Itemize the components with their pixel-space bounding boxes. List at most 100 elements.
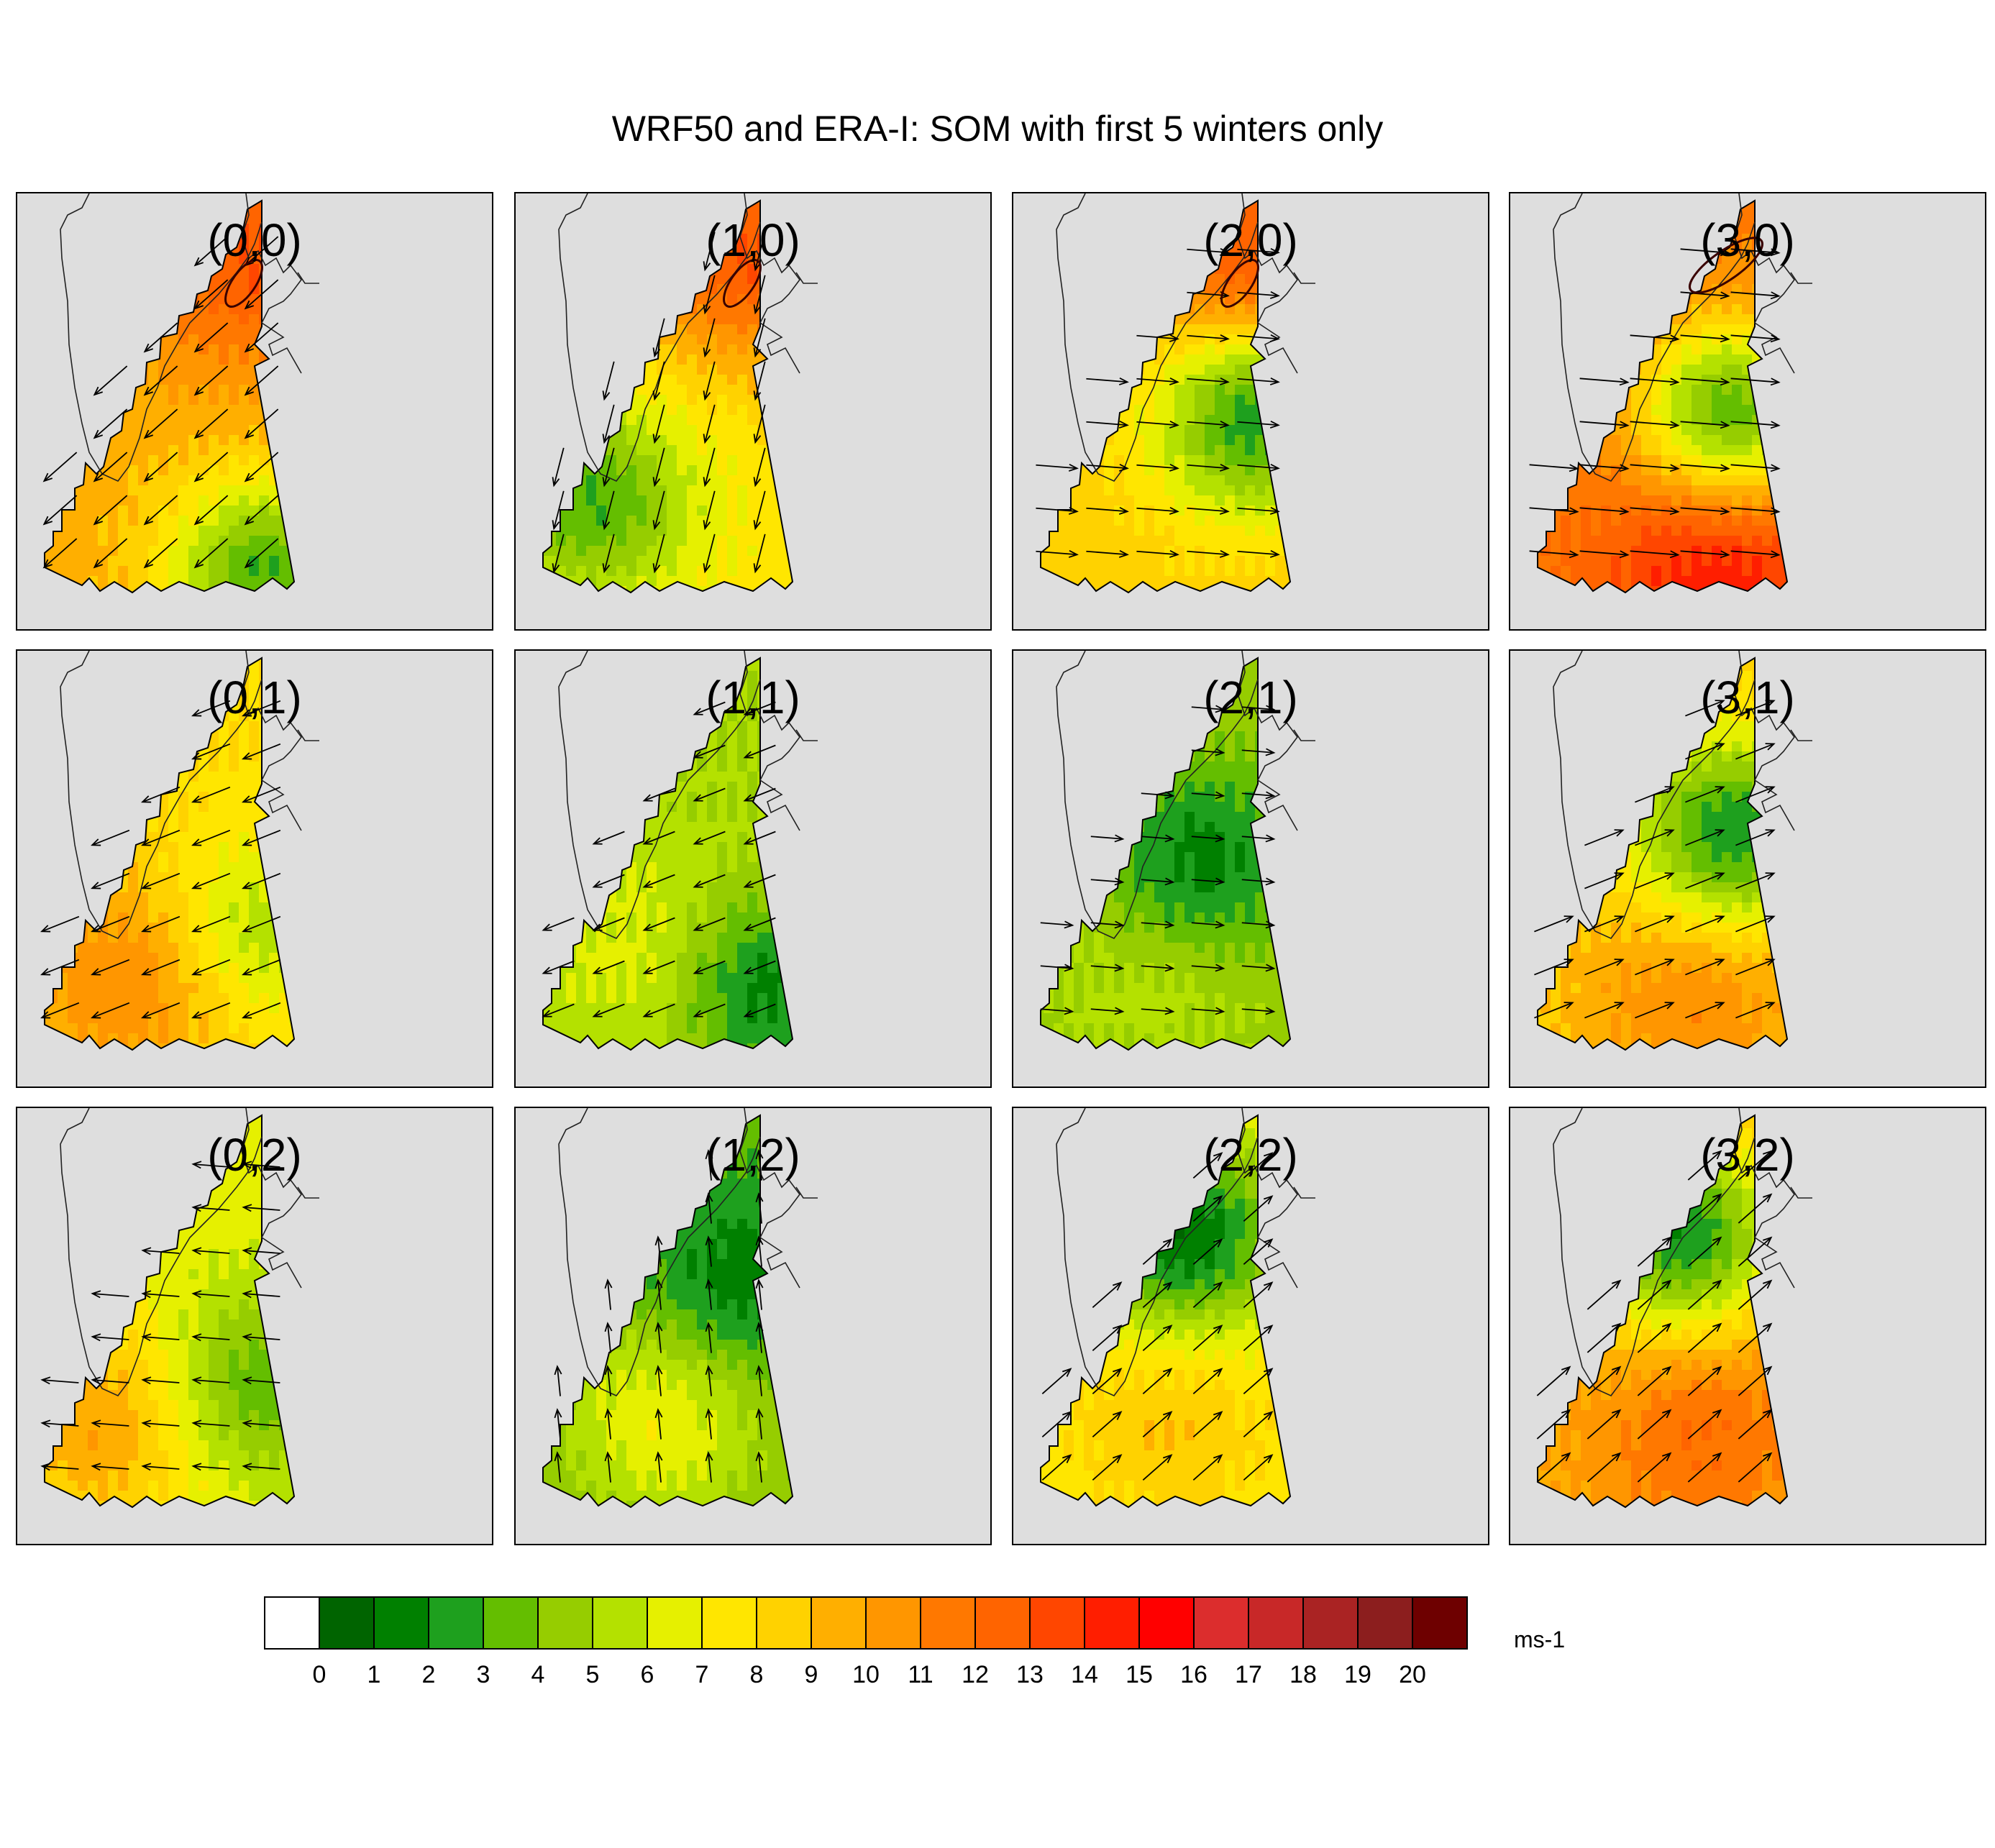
- wind-arrow: [708, 1453, 712, 1483]
- colorbar-tick-label: 7: [695, 1661, 709, 1688]
- wind-arrow: [144, 538, 178, 568]
- wind-arrowhead: [1611, 1279, 1622, 1289]
- wind-arrowhead: [244, 472, 255, 482]
- wind-arrow: [1191, 792, 1224, 797]
- wind-arrow: [704, 534, 716, 572]
- wind-arrowhead: [1215, 834, 1225, 843]
- wind-arrowhead: [40, 968, 51, 976]
- wind-arrowhead: [242, 1419, 252, 1428]
- wind-arrowhead: [1712, 1409, 1722, 1419]
- wind-arrowhead: [1265, 834, 1276, 843]
- wind-arrow: [657, 1409, 662, 1440]
- wind-arrowhead: [191, 1011, 202, 1019]
- wind-arrow: [1685, 1002, 1724, 1019]
- panel-label: (1,2): [706, 1129, 800, 1181]
- panel-label: (0,1): [207, 672, 302, 723]
- panel-label: (3,0): [1700, 214, 1795, 266]
- wind-arrow: [704, 361, 716, 400]
- wind-arrow: [1237, 421, 1279, 426]
- wind-arrow: [1090, 879, 1123, 883]
- wind-arrow: [1587, 1280, 1621, 1310]
- wind-arrow: [142, 959, 181, 976]
- wind-arrow: [243, 1207, 280, 1211]
- wind-arrow: [1191, 879, 1224, 883]
- colorbar-tick-label: 20: [1399, 1661, 1426, 1688]
- wind-arrowhead: [242, 1290, 252, 1299]
- wind-arrowhead: [743, 708, 754, 715]
- wind-arrow: [553, 447, 565, 486]
- wind-arrow: [1241, 965, 1274, 969]
- wind-arrowhead: [1213, 1152, 1223, 1161]
- wind-arrowhead: [241, 968, 252, 976]
- wind-arrow: [1191, 836, 1224, 840]
- wind-arrowhead: [1162, 1238, 1173, 1248]
- wind-arrowhead: [1569, 464, 1579, 472]
- wind-arrowhead: [1062, 1454, 1072, 1463]
- wind-arrow: [1237, 507, 1279, 513]
- wind-arrow: [1092, 1282, 1122, 1308]
- wind-arrowhead: [241, 838, 252, 846]
- wind-arrowhead: [693, 1010, 703, 1017]
- wind-arrowhead: [753, 563, 762, 574]
- wind-arrowhead: [1162, 1325, 1173, 1334]
- wind-arrowhead: [753, 520, 762, 531]
- coastline: [1293, 272, 1315, 284]
- coastline: [558, 651, 761, 939]
- wind-arrowhead: [1715, 872, 1725, 880]
- wind-arrowhead: [1169, 334, 1179, 342]
- wind-arrow: [1630, 378, 1679, 383]
- som-panel: (1,0): [514, 192, 992, 631]
- wind-arrowhead: [693, 751, 703, 759]
- wind-arrow: [1534, 959, 1573, 976]
- wind-arrowhead: [1765, 700, 1776, 708]
- colorbar-tick-label: 15: [1126, 1661, 1153, 1688]
- wind-arrowhead: [705, 1192, 713, 1203]
- wind-arrowhead: [592, 880, 603, 888]
- wind-arrow: [708, 1409, 712, 1440]
- wind-arrowhead: [1563, 959, 1574, 966]
- wind-arrowhead: [1162, 1454, 1173, 1463]
- wind-arrow: [1738, 1194, 1772, 1224]
- wind-arrow: [242, 872, 281, 889]
- panel-label: (2,0): [1203, 214, 1298, 266]
- wind-arrowhead: [90, 925, 101, 933]
- wind-arrowhead: [652, 563, 661, 574]
- wind-arrowhead: [1614, 829, 1625, 837]
- wind-arrow: [593, 831, 625, 845]
- wind-arrowhead: [191, 968, 202, 976]
- wind-arrow: [245, 279, 279, 309]
- wind-arrow: [644, 960, 675, 974]
- wind-arrowhead: [703, 563, 711, 574]
- wind-arrowhead: [1114, 834, 1125, 843]
- wind-arrow: [744, 701, 776, 715]
- panel-map: [1536, 1108, 1812, 1509]
- chart-title: WRF50 and ERA-I: SOM with first 5 winter…: [611, 109, 1384, 149]
- wind-arrowhead: [1215, 920, 1225, 929]
- wind-arrow: [1637, 1323, 1671, 1353]
- wind-arrowhead: [1169, 377, 1179, 385]
- wind-arrow: [1738, 1366, 1772, 1396]
- wind-arrow: [92, 1422, 129, 1427]
- wind-arrow: [1630, 421, 1679, 426]
- wind-arrowhead: [1169, 463, 1179, 472]
- wind-arrow: [194, 452, 229, 482]
- wind-arrow: [1086, 421, 1128, 426]
- wind-arrow: [1680, 550, 1729, 556]
- wind-arrow: [41, 915, 80, 933]
- wind-arrowhead: [193, 429, 204, 439]
- wind-arrow: [1092, 1412, 1122, 1437]
- wind-arrowhead: [1619, 464, 1630, 472]
- wind-arrow: [93, 538, 128, 568]
- wind-arrow: [1092, 1325, 1122, 1351]
- wind-arrowhead: [654, 1365, 663, 1376]
- wind-arrowhead: [193, 257, 204, 267]
- wind-arrow: [1730, 291, 1779, 297]
- wind-arrowhead: [753, 477, 762, 488]
- wind-arrowhead: [604, 1408, 613, 1419]
- wind-arrowhead: [1265, 705, 1276, 713]
- wind-arrowhead: [140, 838, 152, 846]
- wind-arrow: [1192, 1368, 1223, 1394]
- wind-arrow: [704, 490, 716, 529]
- wind-arrowhead: [1770, 378, 1781, 386]
- colorbar-box: [1412, 1596, 1468, 1650]
